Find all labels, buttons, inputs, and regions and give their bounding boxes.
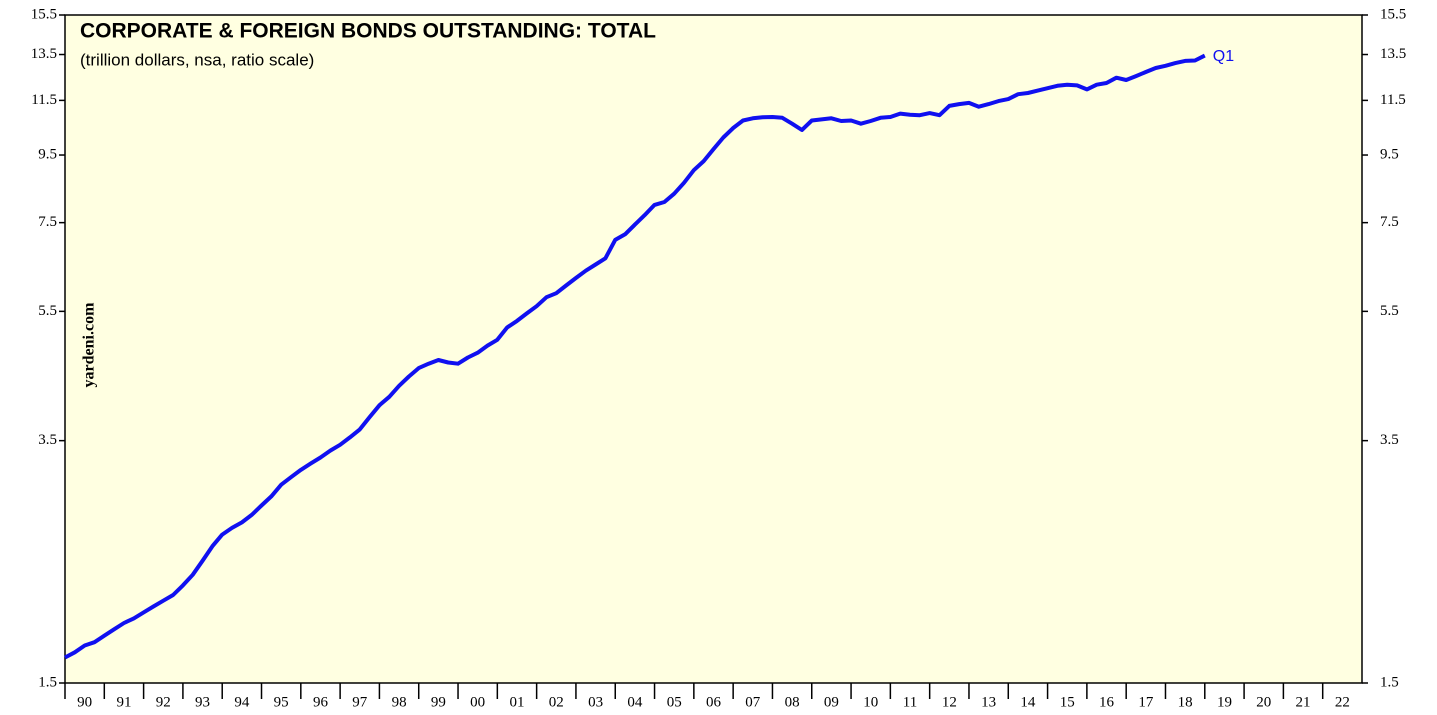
- chart-title: CORPORATE & FOREIGN BONDS OUTSTANDING: T…: [80, 20, 656, 43]
- x-tick-label: 90: [77, 694, 92, 710]
- end-label: Q1: [1213, 48, 1234, 65]
- y2-tick-label: 7.5: [1380, 214, 1399, 230]
- y-tick-label: 9.5: [38, 146, 57, 162]
- x-tick-label: 03: [588, 694, 603, 710]
- y-tick-label: 15.5: [31, 6, 57, 22]
- x-tick-label: 99: [431, 694, 446, 710]
- y-tick-label: 3.5: [38, 432, 57, 448]
- x-tick-label: 06: [706, 694, 722, 710]
- x-tick-label: 18: [1178, 694, 1193, 710]
- y2-tick-label: 13.5: [1380, 46, 1406, 62]
- x-tick-label: 97: [352, 694, 368, 710]
- y2-tick-label: 5.5: [1380, 303, 1399, 319]
- x-tick-label: 14: [1020, 694, 1036, 710]
- x-tick-label: 93: [195, 694, 210, 710]
- x-tick-label: 98: [392, 694, 407, 710]
- y2-tick-label: 1.5: [1380, 674, 1399, 690]
- y2-tick-label: 11.5: [1380, 92, 1406, 108]
- x-tick-label: 92: [156, 694, 171, 710]
- x-tick-label: 96: [313, 694, 329, 710]
- x-tick-label: 20: [1256, 694, 1271, 710]
- x-tick-label: 01: [509, 694, 524, 710]
- y-tick-label: 7.5: [38, 214, 57, 230]
- x-tick-label: 12: [942, 694, 957, 710]
- y2-tick-label: 9.5: [1380, 146, 1399, 162]
- x-tick-label: 09: [824, 694, 839, 710]
- x-tick-label: 91: [116, 694, 131, 710]
- x-tick-label: 19: [1217, 694, 1232, 710]
- y-tick-label: 13.5: [31, 46, 57, 62]
- watermark: yardeni.com: [81, 302, 98, 388]
- line-series: [64, 53, 1206, 660]
- x-tick-label: 04: [627, 694, 643, 710]
- x-tick-label: 17: [1138, 694, 1154, 710]
- x-tick-label: 21: [1296, 694, 1311, 710]
- x-tick-label: 00: [470, 694, 485, 710]
- plot-area: [64, 14, 1363, 684]
- x-tick-label: 11: [903, 694, 917, 710]
- x-tick-label: 94: [234, 694, 250, 710]
- y2-tick-label: 15.5: [1380, 6, 1406, 22]
- x-tick-label: 13: [981, 694, 996, 710]
- x-tick-label: 10: [863, 694, 878, 710]
- x-tick-label: 08: [785, 694, 800, 710]
- y2-tick-label: 3.5: [1380, 432, 1399, 448]
- x-tick-label: 05: [667, 694, 682, 710]
- x-tick-label: 15: [1060, 694, 1075, 710]
- x-tick-label: 95: [274, 694, 289, 710]
- y-tick-label: 5.5: [38, 303, 57, 319]
- x-tick-label: 16: [1099, 694, 1115, 710]
- chart-subtitle: (trillion dollars, nsa, ratio scale): [80, 50, 314, 69]
- y-tick-label: 11.5: [31, 92, 57, 108]
- x-tick-label: 07: [745, 694, 761, 710]
- x-tick-label: 02: [549, 694, 564, 710]
- y-tick-label: 1.5: [38, 674, 57, 690]
- x-tick-label: 22: [1335, 694, 1350, 710]
